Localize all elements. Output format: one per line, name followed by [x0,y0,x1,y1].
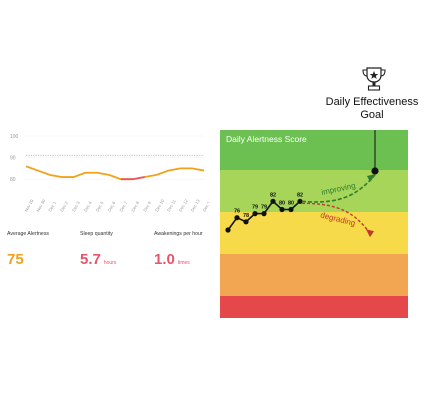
band-critical [220,296,408,318]
x-tick-label: Dec 11 [166,198,177,212]
metrics-row: Average Alertness 75 Sleep quantity 5.7 h… [4,231,209,288]
score-label: 79 [252,205,258,211]
low-alertness-segment [120,176,145,181]
score-label: 80 [288,201,294,207]
metric-awakenings: Awakenings per hour 1.0 times [154,231,203,268]
score-point [270,198,276,204]
score-point [243,219,249,225]
degrading-trend-arrow [301,202,371,234]
score-label: 76 [234,209,240,215]
band-good [220,170,408,212]
goal-label: Daily Effectiveness Goal [322,96,422,122]
x-tick-label: Dec 1 [47,200,57,213]
metric-number: 1.0 [154,251,175,268]
score-point [288,206,294,213]
x-tick-label: Nov 29 [24,198,35,213]
x-tick-label: Dec 10 [154,198,165,213]
improving-arrowhead [367,174,376,182]
score-point [225,227,231,233]
x-tick-label: Dec 2 [59,200,69,213]
goal-point [371,167,379,175]
score-label: 82 [297,192,303,198]
x-tick-label: Dec 5 [95,200,105,213]
score-point [261,211,267,217]
x-tick-label: Nov 30 [35,198,46,213]
x-tick-label: Dec 9 [142,200,152,213]
chart-title: Daily Alertness Score [226,134,307,144]
band-poor [220,254,408,296]
metric-number: 75 [7,251,24,268]
x-tick-label: Dec 4 [83,200,93,213]
score-point [297,198,303,204]
metric-sleep-quantity: Sleep quantity 5.7 hours [80,231,116,268]
score-point [234,215,240,221]
x-tick-label: Dec 6 [107,200,117,213]
score-label: 82 [270,192,276,198]
band-moderate [220,212,408,254]
goal-line-2: Goal [360,109,384,121]
x-tick-label: Dec 7 [118,200,128,213]
metric-unit: hours [103,260,117,266]
x-tick-label: Dec 13 [190,198,201,213]
alertness-series-line [25,165,205,181]
x-tick-label: Dec 12 [178,198,189,213]
y-tick-label: 90 [10,156,16,162]
score-label: 80 [279,201,285,207]
x-tick-label: Dec 8 [130,200,140,213]
degrading-arrowhead [366,229,374,238]
metric-label: Sleep quantity [80,231,113,237]
metric-value: 5.7 hours [80,251,116,268]
score-point [279,206,285,213]
score-label: 79 [261,205,267,211]
goal-line-1: Daily Effectiveness [325,96,419,108]
score-point [252,211,258,217]
daily-alertness-chart: Daily Alertness Score 76 78 79 79 82 80 80 82 im… [220,130,408,318]
y-tick-label: 80 [10,177,16,183]
x-tick-label: Dec 14 [202,198,209,213]
metric-average-alertness: Average Alertness 75 [7,231,50,268]
degrading-label: degrading [320,211,357,228]
metric-value: 1.0 times [154,251,190,268]
metric-value: 75 [7,251,24,268]
metric-label: Average Alertness [7,231,50,237]
metric-number: 5.7 [80,251,101,268]
trophy-icon [360,66,388,97]
metric-label: Awakenings per hour [154,231,203,237]
x-tick-label: Dec 3 [71,200,81,213]
band-excellent [220,130,408,170]
metric-unit: times [177,260,190,266]
y-tick-label: 100 [10,134,19,140]
score-label: 78 [243,213,249,219]
